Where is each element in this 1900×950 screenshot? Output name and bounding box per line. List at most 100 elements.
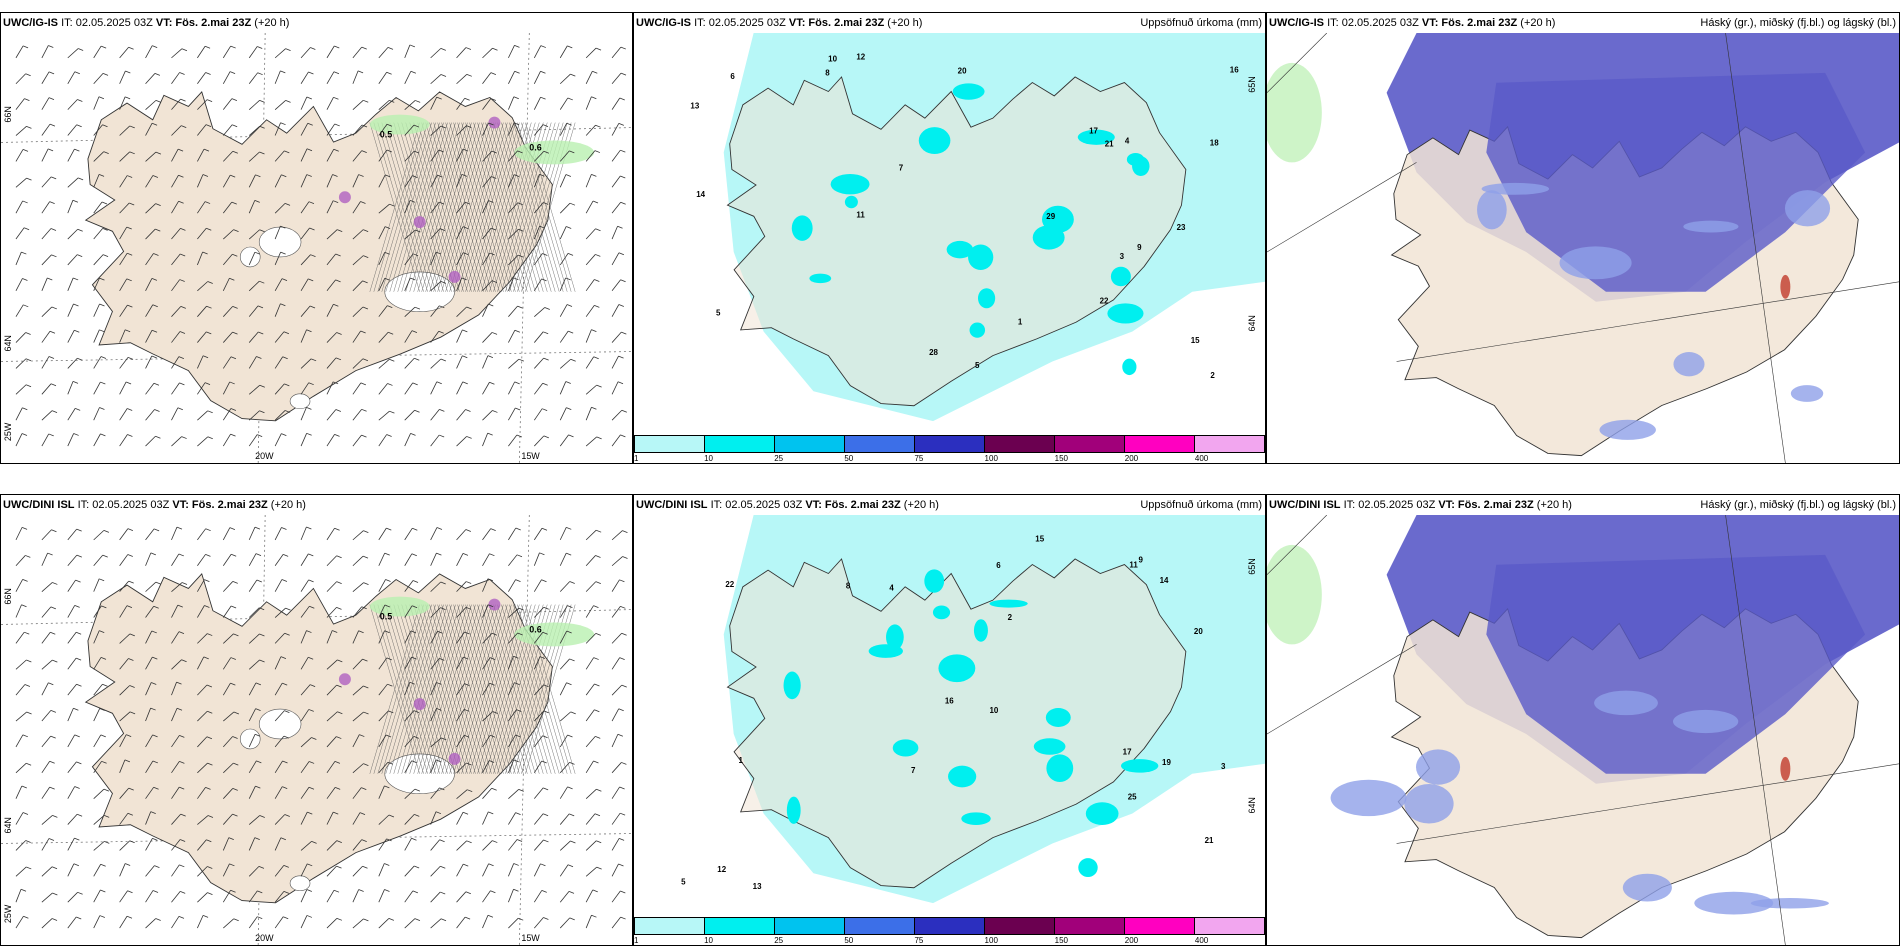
wind-barb [508,917,519,929]
wind-barb [326,761,336,774]
wind-barb-flag [99,277,105,281]
wind-barb-flag [103,151,109,155]
wind-barb [119,759,126,773]
wind-barb-flag [127,175,133,178]
wind-barb-flag [437,630,443,634]
wind-barb-flag [155,203,161,206]
wind-barb-flag [518,788,524,792]
wind-barb [430,839,440,851]
wind-barb-flag [518,254,524,258]
wind-barb-flag [306,915,313,918]
wind-barb [404,433,411,447]
wind-barb-flag [621,409,627,413]
hatch-line [389,122,440,292]
wind-barb [585,657,595,670]
colorbar-swatch [1195,918,1264,934]
wind-barb [300,709,310,722]
wind-barb-flag [595,47,602,51]
red-cloud-spot [1780,756,1791,781]
wind-barb-flag [333,811,339,815]
map-area[interactable] [1267,33,1899,463]
wind-barb [611,762,622,774]
wind-barb-flag [76,916,82,920]
wind-barb [171,761,180,774]
wind-barb [508,889,514,903]
wind-barb-flag [335,279,341,283]
precip-area-heavy [892,739,919,757]
wind-barb-flag [517,150,523,154]
wind-barb-flag [206,684,213,688]
wind-barb [404,44,411,59]
wind-barb [300,123,309,136]
map-area[interactable]: 1 2 3 4 5 5 6 7 8 9 10 11 12 13 14 15 16 17 18 20 21 22 23 28 29… [634,33,1265,435]
wind-barb-flag [414,150,420,154]
wind-barb [326,811,334,825]
wind-barb [430,918,442,929]
wind-barb-flag [101,201,108,205]
wind-barb-flag [202,914,209,918]
wind-barb [67,579,76,592]
hatch-line [433,604,484,774]
wind-barb-flag [154,865,160,868]
purple-spot [338,191,351,204]
wind-barb [559,864,569,877]
panel-title: Uppsöfnuð úrkoma (mm) [1140,17,1262,29]
wind-barb [145,890,154,903]
wind-barb-flag [204,201,211,204]
map-area[interactable]: 0.5 0.6 66N 64N 25W 20W 15W [1,33,632,463]
wind-barb [508,607,519,618]
colorbar-swatch [1125,918,1195,934]
wind-barb-flag [21,526,28,530]
wind-barb-flag [540,70,546,74]
wind-barb-flag [513,96,519,100]
map-area[interactable]: 0.5 0.6 66N 64N 25W 20W 15W [1,515,632,945]
mid-cloud-area [1330,779,1407,817]
wind-barb [41,383,52,395]
precip-value: 9 [1137,243,1142,252]
wind-barb [197,148,205,162]
wind-barb-flag [283,891,290,894]
wind-barb [326,889,335,903]
wind-barb-flag [283,865,289,868]
lat-label: 64N [1247,797,1257,813]
wind-barb [145,203,156,214]
wind-barb [274,356,284,369]
wind-barbs [15,526,628,929]
wind-barb-flag [306,96,312,100]
wind-barb-flag [25,358,32,362]
wind-barb [482,863,489,877]
wind-barb [197,892,208,903]
wind-barb-flag [205,786,211,790]
wind-barb-flag [178,174,184,178]
wind-barb [171,682,177,696]
wind-barb-flag [231,98,238,102]
wind-barb [482,604,489,618]
wind-barb [93,815,105,825]
wind-barb [482,811,489,825]
wind-barb [559,840,571,851]
init-time: IT: 02.05.2025 03Z [1343,499,1436,511]
wind-barb-flag [311,737,317,740]
wind-barb [15,866,27,877]
wind-barb-flag [466,762,472,766]
wind-barb [559,734,568,748]
wind-barb-flag [566,682,572,686]
wind-map-panel-bottom: UWC/DINI ISL IT: 02.05.2025 03Z VT: Fös.… [0,494,633,946]
wind-barb [222,98,233,110]
hatch-line [449,122,500,292]
wind-barb-flag [570,840,576,844]
wind-barb-flag [282,356,288,360]
wind-barb [611,530,623,541]
wind-barb-flag [362,358,369,362]
wind-barb [274,579,283,592]
map-area[interactable]: 1 2 3 4 5 6 7 8 9 10 11 12 13 14 15 16 17 19 20 21 22 25 65N 64… [634,515,1265,917]
wind-barb [533,890,543,903]
wind-barb [430,149,440,162]
wind-barb [456,125,467,136]
projection-line [1267,644,1417,735]
map-area[interactable] [1267,515,1899,945]
lat-label: 66N [3,106,13,122]
wind-barb [611,812,621,825]
wind-barb-flag [126,226,132,230]
wind-barb-flag [490,734,496,738]
